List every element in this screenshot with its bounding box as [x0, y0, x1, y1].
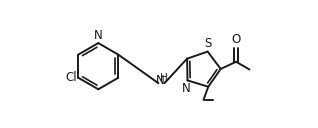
Text: H: H	[160, 73, 168, 83]
Text: N: N	[156, 74, 164, 87]
Text: N: N	[182, 82, 191, 95]
Text: O: O	[232, 33, 241, 46]
Text: N: N	[94, 29, 103, 42]
Text: S: S	[204, 37, 211, 50]
Text: Cl: Cl	[65, 71, 77, 84]
